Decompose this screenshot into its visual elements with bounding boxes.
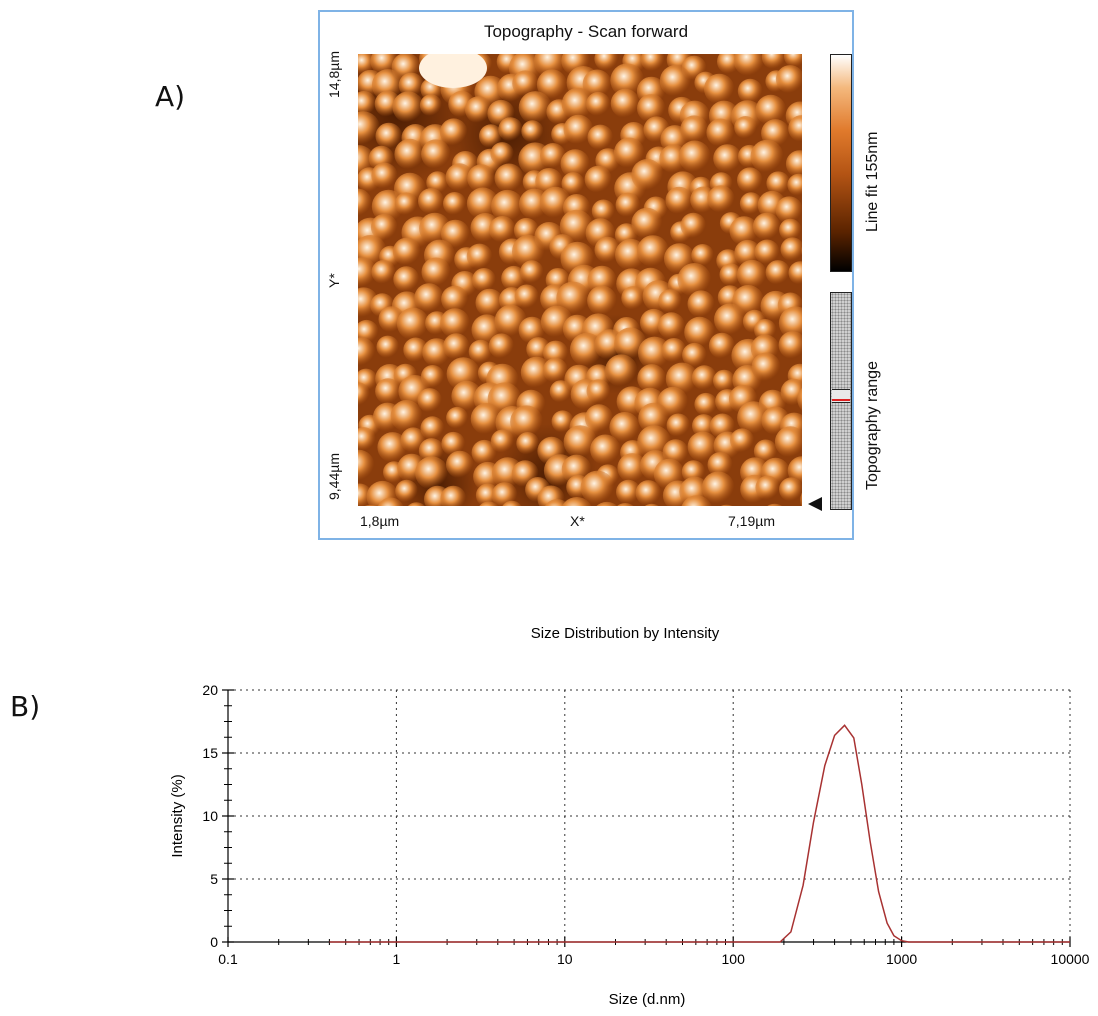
topography-range-marker — [832, 399, 850, 401]
x-axis-label: Size (d.nm) — [609, 991, 686, 1008]
afm-y-axis-label: Y* — [326, 273, 342, 288]
y-tick-label: 5 — [210, 871, 218, 887]
x-tick-label: 0.1 — [218, 951, 238, 967]
chart-title: Size Distribution by Intensity — [531, 625, 720, 642]
panel-a-label: A) — [155, 80, 186, 113]
afm-title: Topography - Scan forward — [483, 22, 689, 41]
intensity-series-line — [329, 724, 1070, 943]
y-tick-label: 20 — [202, 682, 218, 698]
afm-x-right-label: 7,19µm — [728, 513, 775, 529]
afm-colorbar-label: Line fit 155nm — [864, 131, 881, 232]
afm-topography-image — [358, 54, 802, 506]
afm-grain-texture — [358, 54, 802, 506]
x-tick-label: 1000 — [886, 951, 917, 967]
afm-y-top-label: 14,8µm — [326, 51, 342, 98]
afm-y-bottom-label: 9,44µm — [326, 453, 342, 500]
y-tick-label: 15 — [202, 745, 218, 761]
topography-range-bar[interactable] — [830, 292, 852, 510]
afm-x-left-label: 1,8µm — [360, 513, 400, 529]
afm-height-colorbar — [830, 54, 852, 272]
y-axis-label: Intensity (%) — [169, 774, 186, 857]
x-tick-label: 100 — [722, 951, 746, 967]
x-tick-label: 10000 — [1051, 951, 1090, 967]
x-tick-label: 10 — [557, 951, 573, 967]
range-pointer-arrow-icon[interactable] — [808, 497, 822, 511]
x-tick-label: 1 — [393, 951, 401, 967]
dls-size-distribution-chart: 0.1 1 10 100 1000 10000 0 5 10 15 20 Size Distribut… — [169, 625, 1090, 1008]
topography-range-label: Topography range — [864, 361, 881, 490]
y-tick-label: 0 — [210, 934, 218, 950]
panel-b-label: B) — [10, 690, 41, 723]
y-tick-label: 10 — [202, 808, 218, 824]
afm-topography-panel: Topography - Scan forward 14,8µm Y* 9,44… — [318, 10, 881, 540]
afm-x-axis-label: X* — [570, 513, 585, 529]
